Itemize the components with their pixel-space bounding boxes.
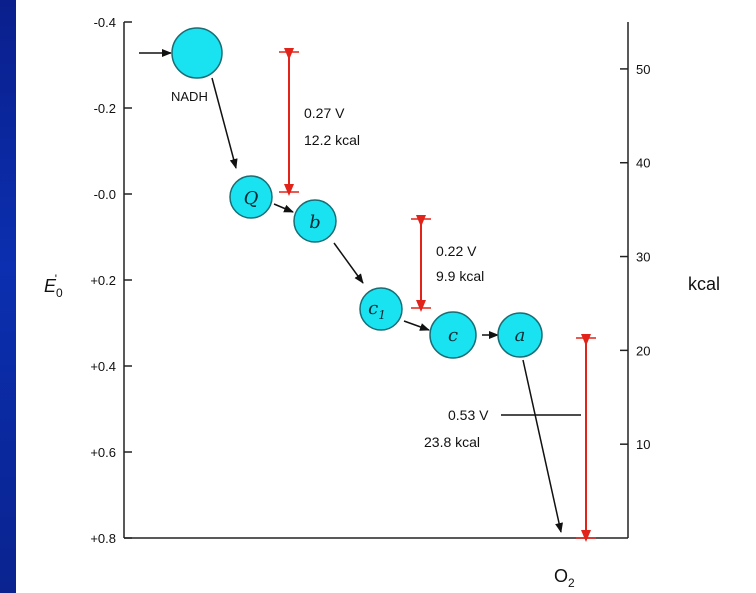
left-tick-label-6: +0.8	[90, 531, 116, 546]
right-tick-label-0: 10	[636, 437, 650, 452]
node-c-label: c	[448, 325, 458, 346]
right-tick-label-3: 40	[636, 156, 650, 171]
right-axis-ticks: 10 20 30 40 50	[620, 62, 650, 452]
drop-1-voltage: 0.27 V	[304, 105, 345, 121]
left-tick-label-3: +0.2	[90, 273, 116, 288]
right-axis-title: kcal	[688, 274, 720, 294]
energy-drop-1: 0.27 V 12.2 kcal	[279, 48, 360, 196]
flow-arrow-b-c1	[333, 242, 364, 284]
flow-arrow-c1-c	[403, 320, 430, 331]
electron-flow-arrows	[139, 49, 563, 533]
carrier-nodes: NADH Q b c1 c a	[171, 27, 543, 359]
node-a: a	[497, 312, 543, 358]
node-b-label: b	[309, 212, 321, 233]
drop-3-voltage: 0.53 V	[448, 407, 489, 423]
flow-arrow-q-b	[273, 203, 294, 213]
node-c1: c1	[359, 287, 403, 331]
node-c: c	[429, 311, 477, 359]
node-b: b	[293, 199, 337, 243]
flow-arrow-nadh-q	[211, 77, 238, 169]
left-tick-label-2: -0.0	[94, 187, 116, 202]
energy-drops: 0.27 V 12.2 kcal 0.22 V 9.9 kcal 0.53 V …	[279, 48, 596, 542]
node-a-label: a	[515, 325, 526, 346]
drop-1-energy: 12.2 kcal	[304, 132, 360, 148]
drop-3-energy: 23.8 kcal	[424, 434, 480, 450]
left-tick-label-5: +0.6	[90, 445, 116, 460]
left-tick-label-4: +0.4	[90, 359, 116, 374]
right-tick-label-4: 50	[636, 62, 650, 77]
drop-2-energy: 9.9 kcal	[436, 268, 484, 284]
drop-2-voltage: 0.22 V	[436, 243, 477, 259]
figure-panel: -0.4 -0.2 -0.0 +0.2 +0.4 +0.6 +0.8 10 20 30 40 50 …	[16, 0, 756, 593]
nadh-caption: NADH	[171, 89, 208, 104]
node-q-label: Q	[244, 188, 259, 209]
left-tick-label-1: -0.2	[94, 101, 116, 116]
left-axis-title: E0'	[44, 272, 63, 300]
energy-drop-3: 0.53 V 23.8 kcal	[424, 334, 596, 542]
energy-drop-2: 0.22 V 9.9 kcal	[411, 215, 484, 312]
left-tick-label-0: -0.4	[94, 15, 116, 30]
right-tick-label-2: 30	[636, 250, 650, 265]
electron-transport-diagram: -0.4-0.2-0.0+0.2+0.4+0.6+0.8 1020304050 …	[44, 15, 720, 590]
node-c1-label: c1	[368, 298, 386, 322]
node-nadh: NADH	[171, 27, 223, 104]
right-tick-label-1: 20	[636, 343, 650, 358]
left-axis-ticks: -0.4 -0.2 -0.0 +0.2 +0.4 +0.6 +0.8	[90, 15, 132, 546]
node-q: Q	[229, 175, 273, 219]
flow-arrow-a-o2	[522, 359, 563, 533]
o2-label: O2	[554, 566, 575, 590]
